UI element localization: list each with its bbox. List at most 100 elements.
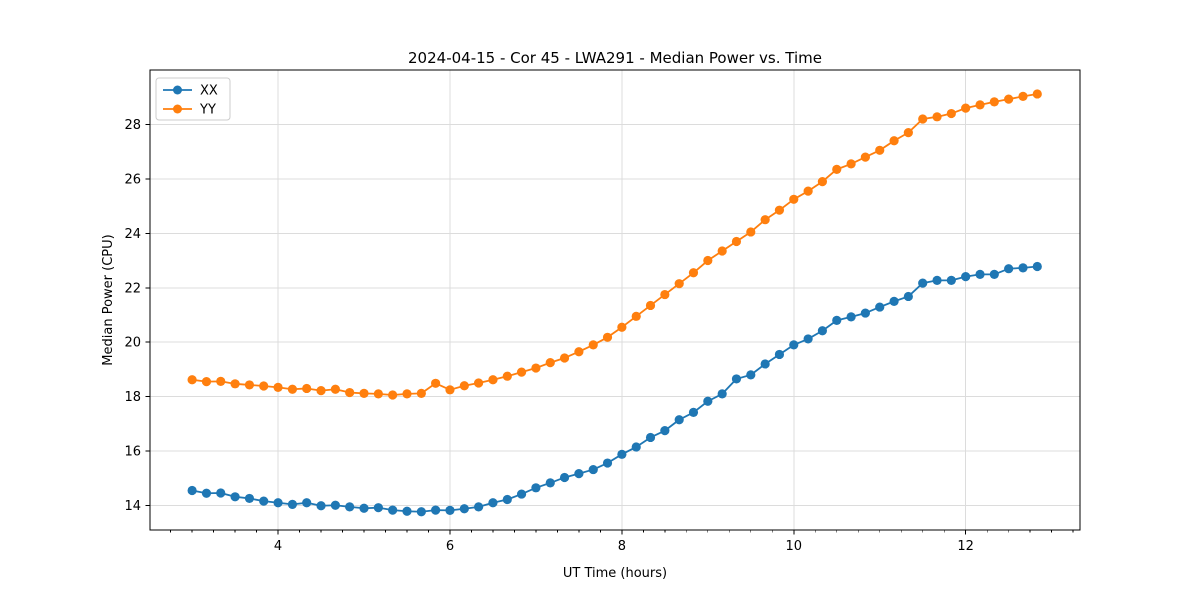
y-tick-label: 22 <box>124 281 141 296</box>
series-xx-marker <box>302 498 312 508</box>
y-tick-label: 18 <box>124 390 141 405</box>
series-xx-marker <box>660 426 670 436</box>
series-xx-marker <box>760 359 770 369</box>
series-yy-marker <box>473 378 484 388</box>
series-xx-marker <box>330 500 340 510</box>
series-yy <box>187 89 1042 400</box>
series-xx-marker <box>946 275 956 285</box>
series-xx <box>187 261 1042 517</box>
series-yy-marker <box>946 108 956 119</box>
series-yy-marker <box>832 164 842 174</box>
series-xx-marker <box>1004 264 1014 274</box>
series-yy-marker <box>531 363 541 373</box>
series-yy-marker <box>445 385 455 395</box>
series-yy-marker <box>302 383 312 394</box>
series-yy-marker <box>602 332 613 342</box>
series-xx-marker <box>230 492 240 502</box>
series-xx-marker <box>774 349 785 360</box>
series-yy-marker <box>703 255 713 266</box>
series-yy-marker <box>860 152 870 162</box>
series-xx-marker <box>731 374 742 384</box>
series-yy-marker <box>631 311 641 321</box>
series-xx-marker <box>373 503 383 513</box>
series-xx-marker <box>516 489 527 499</box>
series-xx-marker <box>832 315 842 326</box>
series-xx-marker <box>216 488 226 498</box>
series-yy-marker <box>516 367 527 377</box>
series-xx-marker <box>1018 263 1028 273</box>
series-yy-marker <box>731 236 742 247</box>
series-yy-marker <box>1032 89 1042 99</box>
series-xx-marker <box>989 269 999 280</box>
series-yy-marker <box>287 384 298 394</box>
series-xx-marker <box>645 432 656 443</box>
series-yy-marker <box>817 177 828 187</box>
series-yy-marker <box>1018 91 1028 101</box>
series-xx-marker <box>688 407 699 418</box>
series-xx-marker <box>459 504 469 514</box>
series-yy-marker <box>187 375 197 385</box>
x-tick-label: 12 <box>957 539 974 554</box>
series-yy-marker <box>660 289 670 300</box>
series-yy-marker <box>1004 94 1014 104</box>
series-yy-marker <box>201 377 212 387</box>
series-yy-line <box>191 93 1039 396</box>
legend: XX YY <box>155 77 231 121</box>
series-xx-marker <box>961 271 971 282</box>
series-xx-marker <box>574 469 584 479</box>
series-xx-marker <box>588 464 598 475</box>
series-xx-marker <box>789 340 799 350</box>
series-yy-marker <box>746 227 756 237</box>
series-yy-marker <box>388 390 398 400</box>
series-yy-marker <box>244 380 255 390</box>
legend-box <box>155 77 231 121</box>
series-xx-marker <box>717 389 727 399</box>
series-yy-marker <box>574 347 584 357</box>
series-xx-marker <box>445 505 455 515</box>
x-axis-label: UT Time (hours) <box>563 566 667 581</box>
series-yy-marker <box>903 128 913 138</box>
y-tick-label: 20 <box>124 336 141 351</box>
series-xx-marker <box>889 296 899 306</box>
series-xx-marker <box>201 488 212 498</box>
series-xx-marker <box>1032 261 1042 272</box>
y-tick-label: 26 <box>124 172 141 187</box>
series-xx-marker <box>187 485 197 496</box>
series-xx-marker <box>244 493 255 504</box>
series-yy-marker <box>803 186 813 196</box>
series-yy-marker <box>846 159 856 169</box>
series-xx-marker <box>803 334 813 344</box>
series-yy-marker <box>373 389 383 399</box>
series-xx-marker <box>674 415 684 425</box>
series-xx-marker <box>259 496 269 506</box>
series-xx-marker <box>473 502 484 512</box>
series-yy-marker <box>545 358 555 368</box>
chart-title: 2024-04-15 - Cor 45 - LWA291 - Median Po… <box>408 49 822 67</box>
series-yy-marker <box>359 388 369 398</box>
series-yy-marker <box>431 378 441 388</box>
series-xx-marker <box>875 302 885 312</box>
series-yy-marker <box>259 381 269 391</box>
series-yy-marker <box>961 103 971 113</box>
series-yy-marker <box>645 300 656 311</box>
x-tick-label: 10 <box>786 539 803 554</box>
series-yy-marker <box>889 136 899 146</box>
series-xx-marker <box>388 505 398 515</box>
x-tick-label: 8 <box>618 539 626 554</box>
y-tick-label: 28 <box>124 118 141 133</box>
series-xx-marker <box>531 483 541 493</box>
series-yy-marker <box>273 382 283 392</box>
series-xx-marker <box>402 506 412 516</box>
series-yy-marker <box>559 353 570 363</box>
gridlines <box>150 70 1080 530</box>
series-xx-marker <box>345 502 355 512</box>
series-xx-marker <box>903 291 913 302</box>
series-xx-marker <box>746 370 756 380</box>
series-yy-marker <box>975 100 985 110</box>
x-tick-label: 6 <box>446 539 454 554</box>
y-tick-label: 14 <box>124 499 141 514</box>
series-yy-marker <box>774 205 785 215</box>
y-axis-label: Median Power (CPU) <box>101 234 116 365</box>
